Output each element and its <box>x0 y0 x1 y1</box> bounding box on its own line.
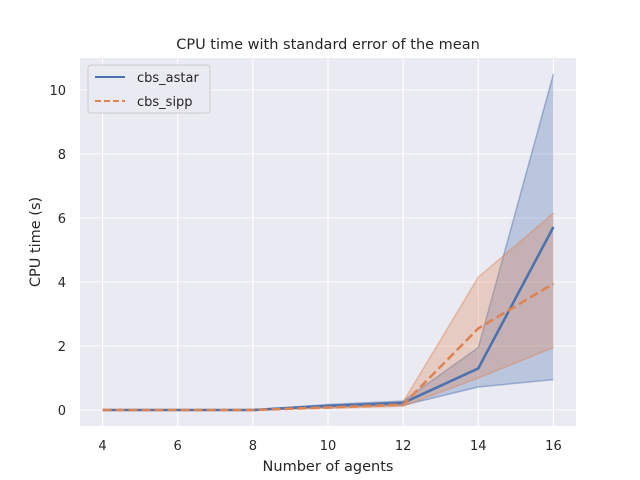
error-band-cbs_astar <box>102 74 554 410</box>
error-band-cbs_sipp <box>102 213 554 410</box>
y-axis-title: CPU time (s) <box>28 197 44 287</box>
x-axis-title: Number of agents <box>263 459 394 475</box>
x-tick-label: 4 <box>98 439 106 454</box>
y-tick-label: 10 <box>49 84 66 99</box>
chart-title: CPU time with standard error of the mean <box>176 37 480 53</box>
x-axis: 4 6 8 10 12 14 16 <box>98 439 561 454</box>
y-tick-label: 4 <box>58 276 66 291</box>
y-axis: 0 2 4 6 8 10 <box>49 84 66 419</box>
y-tick-label: 0 <box>58 404 66 419</box>
legend-label-cbs-sipp: cbs_sipp <box>137 95 193 110</box>
x-tick-label: 16 <box>545 439 562 454</box>
x-tick-label: 10 <box>320 439 337 454</box>
x-tick-label: 8 <box>249 439 257 454</box>
legend: cbs_astar cbs_sipp <box>87 64 211 114</box>
x-tick-label: 6 <box>174 439 182 454</box>
y-tick-label: 6 <box>58 212 66 227</box>
series-line-cbs_sipp <box>102 282 555 412</box>
x-tick-label: 14 <box>470 439 487 454</box>
x-tick-label: 12 <box>395 439 412 454</box>
legend-label-cbs-astar: cbs_astar <box>137 71 199 86</box>
y-tick-label: 2 <box>58 340 66 355</box>
y-tick-label: 8 <box>58 148 66 163</box>
series-line-cbs_astar <box>102 226 555 412</box>
series-lines <box>102 226 555 412</box>
